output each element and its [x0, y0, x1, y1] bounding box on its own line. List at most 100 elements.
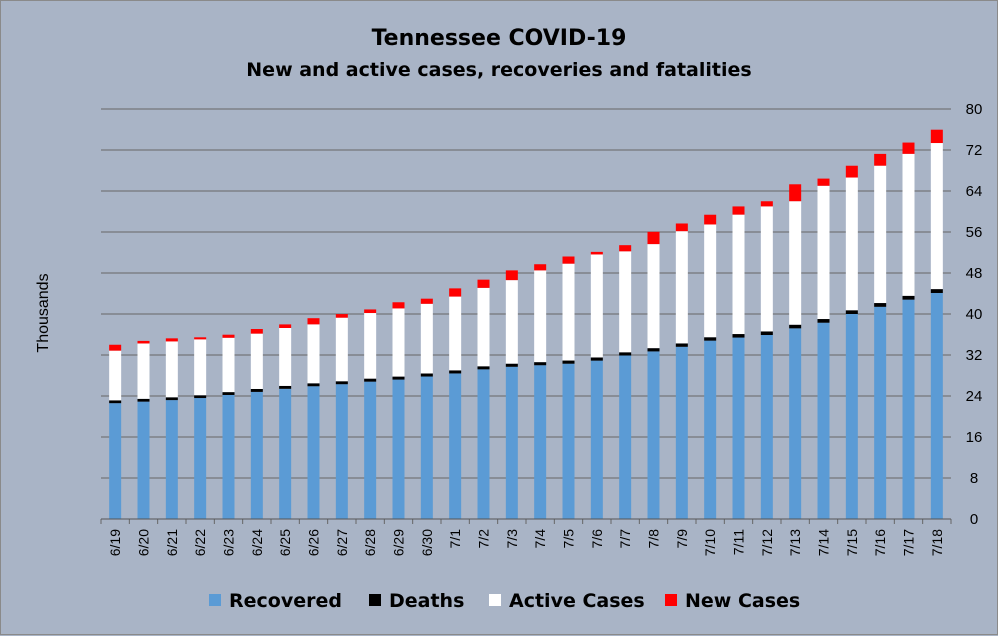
- bar-segment-active-cases: [817, 185, 830, 320]
- bar-segment-deaths: [760, 331, 773, 336]
- bar-segment-active-cases: [505, 280, 518, 364]
- bar-segment-new-cases: [619, 245, 632, 252]
- bar-segment-recovered: [505, 366, 518, 519]
- chart-subtitle: New and active cases, recoveries and fat…: [246, 59, 751, 81]
- bar-segment-recovered: [789, 328, 802, 519]
- bar-segment-recovered: [675, 346, 688, 519]
- legend-swatch: [665, 594, 677, 606]
- bar-segment-deaths: [477, 366, 490, 370]
- bar-segment-active-cases: [222, 337, 235, 393]
- x-tick-label: 6/19: [107, 529, 123, 556]
- bar-segment-deaths: [165, 397, 178, 401]
- x-tick-label: 7/12: [759, 529, 775, 556]
- bar-segment-active-cases: [590, 254, 603, 358]
- bar-segment-new-cases: [845, 165, 858, 178]
- bar-segment-new-cases: [279, 324, 292, 328]
- x-axis-ticks: 6/19 6/20 6/21 6/22 6/23 6/24 6/25 6/26 6/27 6/28…: [100, 518, 952, 556]
- x-tick-label: 6/20: [136, 529, 152, 556]
- bar-segment-new-cases: [817, 178, 830, 186]
- bar-segment-new-cases: [477, 279, 490, 288]
- bar-segment-new-cases: [789, 184, 802, 202]
- x-tick-label: 6/21: [164, 529, 180, 556]
- y-tick-label: 8: [970, 470, 978, 487]
- bar-segment-deaths: [420, 373, 433, 377]
- bar-segment-new-cases: [534, 264, 547, 271]
- bar-segment-new-cases: [250, 329, 263, 334]
- bar-segment-new-cases: [902, 142, 915, 154]
- bar-segment-recovered: [760, 335, 773, 519]
- bar-segment-deaths: [505, 363, 518, 367]
- bar-segment-new-cases: [760, 201, 773, 207]
- bar-segment-new-cases: [165, 338, 178, 342]
- x-tick-label: 6/22: [192, 529, 208, 556]
- bar-segment-active-cases: [335, 317, 348, 382]
- y-axis-ticks: 0 8 16 24 32 40 48 56 64 72 80: [966, 101, 983, 528]
- bar-segment-recovered: [109, 403, 122, 519]
- bar-segment-deaths: [817, 319, 830, 323]
- legend-item: Deaths: [369, 590, 464, 612]
- bar-segment-active-cases: [137, 343, 150, 399]
- x-tick-label: 7/5: [561, 529, 577, 549]
- bar-segment-new-cases: [307, 318, 320, 325]
- bar-segment-recovered: [902, 299, 915, 519]
- bar-segment-active-cases: [194, 339, 207, 396]
- bar-segment-active-cases: [874, 165, 887, 304]
- x-tick-label: 7/8: [646, 529, 662, 549]
- bar-segment-new-cases: [874, 153, 887, 166]
- bar-segment-recovered: [364, 381, 377, 519]
- bar-segment-new-cases: [392, 302, 405, 309]
- bar-segment-new-cases: [109, 344, 122, 351]
- bar-segment-active-cases: [845, 177, 858, 311]
- bar-segment-new-cases: [420, 298, 433, 304]
- bar-segment-active-cases: [477, 287, 490, 367]
- bar-segment-recovered: [392, 379, 405, 519]
- x-tick-label: 7/9: [674, 529, 690, 549]
- bar-segment-new-cases: [505, 270, 518, 281]
- x-tick-label: 6/27: [334, 529, 350, 556]
- bar-segment-recovered: [449, 373, 462, 519]
- bar-segment-new-cases: [335, 314, 348, 318]
- bar-segment-recovered: [647, 351, 660, 519]
- x-tick-label: 7/3: [504, 529, 520, 549]
- bar-segment-recovered: [874, 306, 887, 519]
- bar-segment-recovered: [307, 386, 320, 519]
- x-tick-label: 7/16: [872, 529, 888, 556]
- bar-segment-deaths: [335, 381, 348, 385]
- y-tick-label: 64: [966, 183, 983, 200]
- bar-segment-deaths: [930, 289, 943, 293]
- bar-segment-deaths: [534, 362, 547, 366]
- legend-label: Recovered: [229, 590, 342, 612]
- bar-segment-deaths: [732, 334, 745, 338]
- y-tick-label: 48: [966, 265, 983, 282]
- bar-segment-active-cases: [534, 270, 547, 363]
- bar-segment-deaths: [789, 324, 802, 329]
- x-tick-label: 6/26: [306, 529, 322, 556]
- bar-segment-recovered: [420, 376, 433, 519]
- bar-segment-new-cases: [364, 309, 377, 314]
- legend-label: New Cases: [685, 590, 800, 612]
- bar-segment-new-cases: [930, 129, 943, 144]
- bar-segment-new-cases: [449, 288, 462, 297]
- bar-segment-active-cases: [364, 313, 377, 379]
- bar-segment-recovered: [250, 391, 263, 519]
- bar-segment-active-cases: [307, 324, 320, 384]
- bar-segment-deaths: [902, 295, 915, 300]
- bar-segment-active-cases: [704, 224, 717, 338]
- bar-segment-new-cases: [732, 206, 745, 215]
- bar-segment-recovered: [732, 337, 745, 519]
- bar-segment-active-cases: [789, 201, 802, 325]
- bar-segment-new-cases: [222, 334, 235, 338]
- bar-segment-deaths: [392, 376, 405, 380]
- bar-segment-recovered: [335, 384, 348, 519]
- bar-segment-recovered: [619, 355, 632, 519]
- chart-title: Tennessee COVID-19: [372, 26, 627, 51]
- bar-segment-active-cases: [760, 206, 773, 332]
- x-tick-label: 7/1: [447, 529, 463, 549]
- bar-segment-active-cases: [392, 308, 405, 377]
- x-tick-label: 6/30: [419, 529, 435, 556]
- bar-segment-new-cases: [704, 214, 717, 225]
- bar-segment-active-cases: [732, 214, 745, 335]
- x-tick-label: 7/13: [787, 529, 803, 556]
- x-tick-label: 7/14: [816, 529, 832, 556]
